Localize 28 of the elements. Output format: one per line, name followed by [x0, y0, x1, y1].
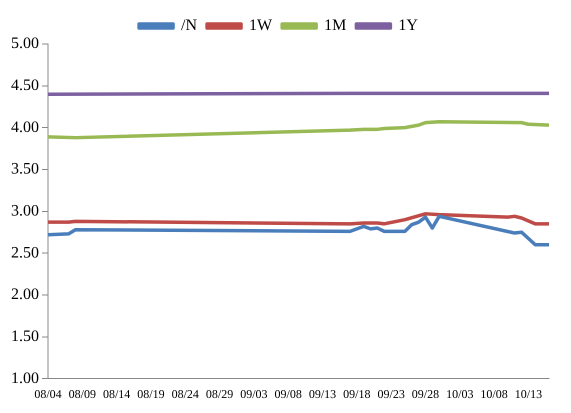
y-tick-label: 2.00	[11, 286, 39, 304]
legend-label: 1W	[249, 17, 274, 34]
legend-label: /N	[181, 17, 198, 34]
legend-label: 1M	[324, 17, 346, 34]
y-tick-label: 3.00	[11, 202, 39, 220]
x-tick-label: 08/19	[137, 386, 165, 401]
x-tick-label: 09/28	[412, 386, 440, 401]
x-tick-label: 08/24	[172, 386, 199, 401]
x-tick-label: 08/04	[34, 386, 62, 401]
x-tick-label: 10/13	[514, 386, 542, 401]
y-tick-label: 5.00	[11, 35, 39, 52]
x-tick-label: 09/03	[240, 386, 268, 401]
y-tick-label: 4.00	[11, 118, 39, 136]
y-tick-label: 1.50	[11, 328, 39, 345]
y-tick-label: 2.50	[11, 244, 39, 262]
x-tick-label: 10/08	[480, 386, 508, 401]
x-tick-label: 09/13	[308, 386, 336, 401]
x-tick-label: 09/23	[377, 386, 405, 401]
y-tick-label: 1.00	[11, 370, 39, 387]
x-tick-label: 09/18	[343, 386, 371, 401]
x-tick-label: 08/09	[68, 386, 96, 401]
x-tick-label: 08/29	[206, 386, 234, 401]
y-tick-label: 4.50	[11, 77, 39, 94]
x-tick-label: 09/08	[274, 386, 302, 401]
x-tick-label: 10/03	[446, 386, 474, 401]
legend-label: 1Y	[398, 17, 418, 34]
x-tick-label: 08/14	[102, 386, 130, 401]
y-tick-label: 3.50	[11, 160, 39, 178]
